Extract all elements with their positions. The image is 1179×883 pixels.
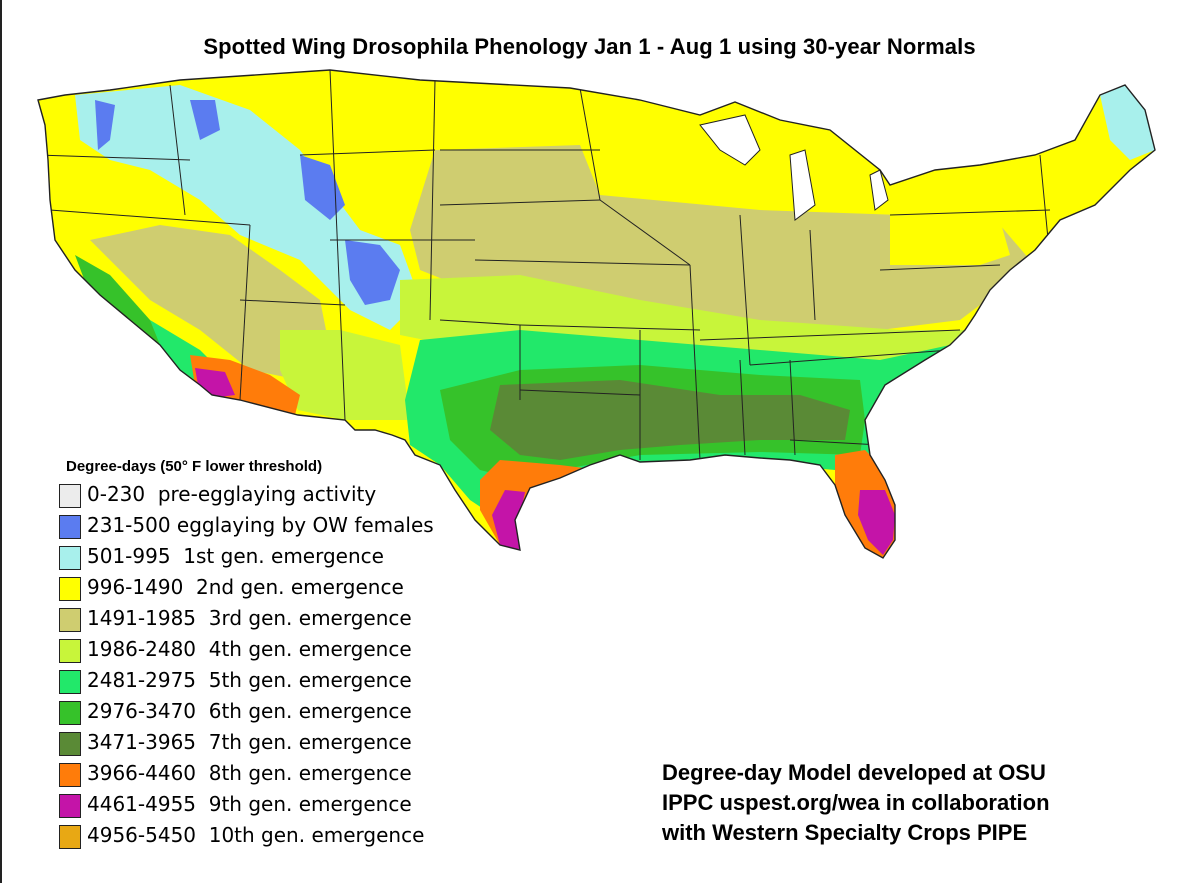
legend-title: Degree-days (50° F lower threshold)	[66, 458, 323, 475]
legend-item: 231-500 egglaying by OW females	[59, 512, 499, 543]
legend-swatch	[59, 794, 81, 818]
legend-swatch	[59, 732, 81, 756]
legend-swatch	[59, 515, 81, 539]
legend-swatch	[59, 639, 81, 663]
legend-label: 2976-3470 6th gen. emergence	[87, 699, 412, 723]
legend-swatch	[59, 763, 81, 787]
legend-label: 1491-1985 3rd gen. emergence	[87, 606, 412, 630]
legend-swatch	[59, 701, 81, 725]
legend-swatch	[59, 608, 81, 632]
legend-label: 4956-5450 10th gen. emergence	[87, 823, 425, 847]
legend-label: 501-995 1st gen. emergence	[87, 544, 384, 568]
legend-item: 0-230 pre-egglaying activity	[59, 481, 499, 512]
legend-item: 1986-2480 4th gen. emergence	[59, 636, 499, 667]
legend-swatch	[59, 577, 81, 601]
legend-swatch	[59, 825, 81, 849]
legend-label: 3966-4460 8th gen. emergence	[87, 761, 412, 785]
legend-swatch	[59, 670, 81, 694]
legend-item: 2976-3470 6th gen. emergence	[59, 698, 499, 729]
left-border	[0, 0, 2, 883]
legend-item: 3966-4460 8th gen. emergence	[59, 760, 499, 791]
legend-item: 4461-4955 9th gen. emergence	[59, 791, 499, 822]
legend-label: 996-1490 2nd gen. emergence	[87, 575, 404, 599]
credit-line: with Western Specialty Crops PIPE	[662, 820, 1028, 845]
legend-item: 2481-2975 5th gen. emergence	[59, 667, 499, 698]
legend-label: 231-500 egglaying by OW females	[87, 513, 434, 537]
map-title: Spotted Wing Drosophila Phenology Jan 1 …	[203, 34, 976, 59]
legend-item: 3471-3965 7th gen. emergence	[59, 729, 499, 760]
credit-block: Degree-day Model developed at OSU IPPC u…	[662, 758, 1050, 848]
legend-item: 501-995 1st gen. emergence	[59, 543, 499, 574]
legend-item: 1491-1985 3rd gen. emergence	[59, 605, 499, 636]
legend-item: 4956-5450 10th gen. emergence	[59, 822, 499, 853]
credit-line: IPPC uspest.org/wea in collaboration	[662, 790, 1050, 815]
legend-label: 3471-3965 7th gen. emergence	[87, 730, 412, 754]
legend-label: 4461-4955 9th gen. emergence	[87, 792, 412, 816]
credit-line: Degree-day Model developed at OSU	[662, 760, 1046, 785]
legend-label: 2481-2975 5th gen. emergence	[87, 668, 412, 692]
legend-label: 1986-2480 4th gen. emergence	[87, 637, 412, 661]
legend-label: 0-230 pre-egglaying activity	[87, 482, 377, 506]
legend-swatch	[59, 546, 81, 570]
legend-swatch	[59, 484, 81, 508]
legend-item: 996-1490 2nd gen. emergence	[59, 574, 499, 605]
